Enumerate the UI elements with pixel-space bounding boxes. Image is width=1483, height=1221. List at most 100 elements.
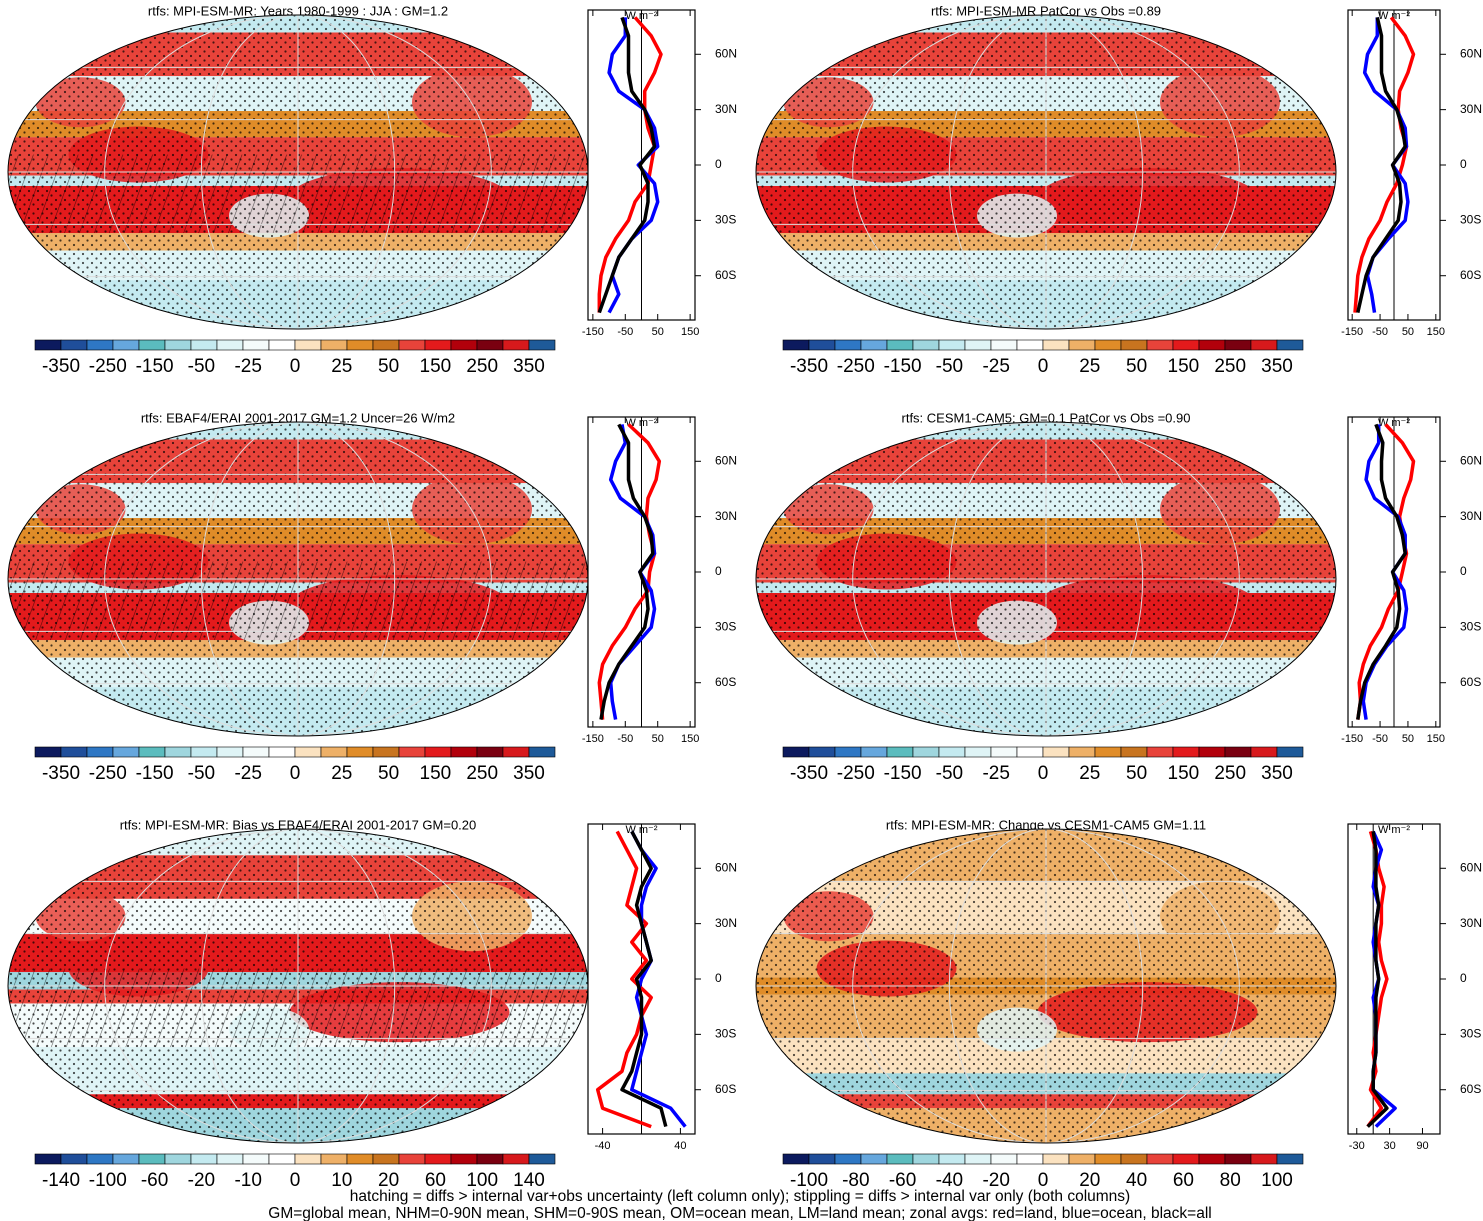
x-tick-label: 150 (681, 326, 699, 338)
meridian (104, 15, 492, 329)
y-tick-label: 60N (1460, 46, 1482, 60)
colorbar-box (808, 746, 836, 758)
zonal-line (1353, 16, 1416, 313)
colorbar-label: 50 (1126, 356, 1147, 377)
map-outline (755, 14, 1337, 330)
y-tick-label: 60N (715, 46, 737, 60)
zonal-line (595, 830, 653, 1129)
y-tick-label: 60S (1460, 1082, 1481, 1096)
colorbar-label: -40 (936, 1170, 963, 1191)
colorbar-label: 0 (1038, 763, 1049, 784)
colorbar-box (1120, 746, 1148, 758)
colorbar-box (886, 339, 914, 351)
colorbar-box (372, 339, 400, 351)
map (756, 15, 1336, 329)
colorbar-label: -50 (936, 763, 963, 784)
colorbar-label: 10 (331, 1170, 352, 1191)
x-tick-label: -50 (617, 326, 633, 338)
colorbar-label: -150 (884, 356, 922, 377)
colorbar-label: -250 (89, 763, 127, 784)
colorbar-label: 50 (1126, 763, 1147, 784)
colorbar-box (242, 746, 270, 758)
colorbar-box (476, 746, 504, 758)
colorbar-label: 250 (466, 356, 498, 377)
y-tick-label: 30S (715, 1027, 736, 1041)
colorbar-label: 250 (1214, 356, 1246, 377)
map-title: rtfs: EBAF4/ERAI 2001-2017 GM=1.2 Uncer=… (141, 410, 455, 425)
colorbar-box (346, 1153, 374, 1165)
zonal-unit: W m⁻² (625, 10, 657, 22)
map (756, 829, 1336, 1143)
colorbar-box (60, 1153, 88, 1165)
colorbar-box (528, 339, 556, 351)
colorbar-box (346, 746, 374, 758)
colorbar-box (808, 1153, 836, 1165)
colorbar-box (912, 1153, 940, 1165)
meridian (852, 422, 1240, 736)
colorbar-box (34, 746, 62, 758)
x-tick-label: 40 (674, 1140, 686, 1152)
y-tick-label: 0 (715, 564, 722, 578)
y-tick-label: 60S (1460, 675, 1481, 689)
colorbar-box (138, 746, 166, 758)
colorbar-box (1016, 1153, 1044, 1165)
y-tick-label: 60S (715, 1082, 736, 1096)
colorbar-box (398, 1153, 426, 1165)
colorbar-box (398, 746, 426, 758)
zonal-unit: W m⁻² (1378, 10, 1410, 22)
colorbar-box (1224, 339, 1252, 351)
y-tick-label: 60N (715, 860, 737, 874)
colorbar-box (1042, 1153, 1070, 1165)
colorbar-box (190, 746, 218, 758)
colorbar-box (1068, 339, 1096, 351)
colorbar-box (294, 746, 322, 758)
colorbar-label: 0 (290, 356, 301, 377)
colorbar-label: 40 (1126, 1170, 1147, 1191)
colorbar-label: 100 (466, 1170, 498, 1191)
y-tick-label: 0 (715, 157, 722, 171)
colorbar-box (1146, 339, 1174, 351)
colorbar-box (294, 1153, 322, 1165)
colorbar-box (1198, 339, 1226, 351)
colorbar-box (834, 339, 862, 351)
colorbar-box (1276, 1153, 1304, 1165)
colorbar-box (216, 746, 244, 758)
colorbar-box (320, 339, 348, 351)
y-tick-label: 30N (1460, 102, 1482, 116)
x-tick-label: 150 (1427, 326, 1445, 338)
colorbar-box (1120, 339, 1148, 351)
colorbar-box (1172, 746, 1200, 758)
colorbar-box (860, 1153, 888, 1165)
colorbar-box (112, 339, 140, 351)
colorbar-box (34, 1153, 62, 1165)
colorbar-box (860, 339, 888, 351)
colorbar-box (424, 1153, 452, 1165)
meridian (948, 15, 1144, 329)
colorbar-box (1068, 1153, 1096, 1165)
colorbar-box (268, 746, 296, 758)
colorbar-box (86, 1153, 114, 1165)
colorbar-label: 80 (1220, 1170, 1241, 1191)
x-tick-label: -150 (582, 733, 604, 745)
meridian (852, 829, 1240, 1143)
map-title: rtfs: MPI-ESM-MR: Change vs CESM1-CAM5 G… (886, 817, 1206, 832)
colorbar-box (990, 1153, 1018, 1165)
map-outline (755, 828, 1337, 1144)
colorbar-box (346, 339, 374, 351)
y-tick-label: 30S (1460, 1027, 1481, 1041)
x-tick-label: -50 (617, 733, 633, 745)
zonal-line (1356, 423, 1416, 720)
colorbar-label: -20 (188, 1170, 215, 1191)
colorbar-box (268, 1153, 296, 1165)
colorbar-box (1042, 746, 1070, 758)
x-tick-label: 150 (681, 733, 699, 745)
colorbar-box (86, 746, 114, 758)
colorbar-label: -60 (889, 1170, 916, 1191)
zonal-line (1356, 17, 1407, 313)
colorbar-label: -150 (884, 763, 922, 784)
colorbar-box (190, 339, 218, 351)
colorbar-box (964, 1153, 992, 1165)
colorbar-label: -250 (837, 356, 875, 377)
colorbar-label: -20 (982, 1170, 1009, 1191)
